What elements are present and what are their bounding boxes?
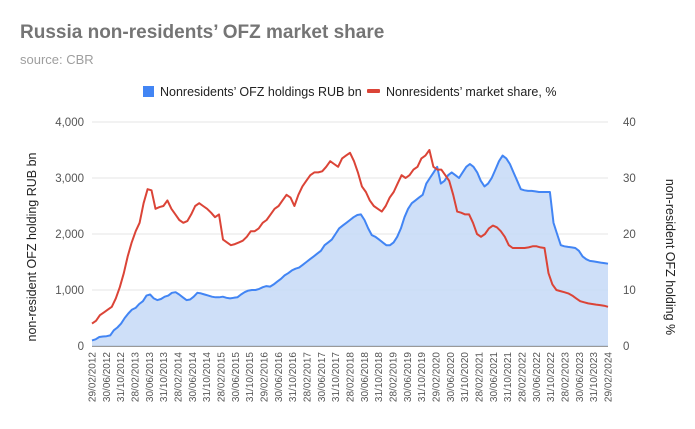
x-tick-label: 28/02/2021 (475, 352, 486, 402)
x-tick-label: 28/02/2014 (174, 352, 185, 402)
x-tick-label: 31/10/2021 (503, 352, 514, 402)
x-tick-label: 31/10/2022 (546, 352, 557, 402)
plot-area (91, 149, 609, 346)
x-tick-label: 30/06/2023 (575, 352, 586, 402)
right-tick-label: 0 (623, 341, 629, 353)
x-tick-label: 28/02/2017 (303, 352, 314, 402)
left-tick-label: 3,000 (55, 173, 84, 185)
x-tick-label: 28/02/2013 (131, 352, 142, 402)
right-axis-ticks: 0 10 20 30 40 (623, 117, 636, 353)
x-tick-label: 31/10/2018 (374, 352, 385, 402)
x-tick-label: 30/06/2020 (446, 352, 457, 402)
x-tick-label: 30/06/2016 (274, 352, 285, 402)
x-tick-label: 28/02/2022 (518, 352, 529, 402)
x-tick-label: 28/02/2019 (389, 352, 400, 402)
x-tick-label: 31/10/2017 (331, 352, 342, 402)
x-tick-label: 31/10/2016 (288, 352, 299, 402)
x-tick-label: 31/10/2015 (245, 352, 256, 402)
legend-swatch-holdings (143, 86, 154, 97)
legend-swatch-share (367, 89, 380, 93)
x-tick-label: 31/10/2023 (589, 352, 600, 402)
left-tick-label: 0 (78, 341, 84, 353)
left-axis-title: non-resident OFZ holding RUB bn (25, 152, 39, 341)
x-tick-label: 31/10/2014 (202, 352, 213, 402)
x-axis-ticks: 29/02/2012 30/06/2012 31/10/2012 28/02/2013… (88, 352, 615, 402)
x-tick-label: 29/02/2020 (432, 352, 443, 402)
legend-label-holdings: Nonresidents’ OFZ holdings RUB bn (160, 85, 362, 99)
left-tick-label: 4,000 (55, 117, 84, 129)
x-tick-label: 29/02/2024 (604, 352, 615, 402)
market-share-series-line (91, 149, 609, 325)
x-tick-label: 31/10/2019 (417, 352, 428, 402)
right-axis-title: non-resident OFZ holding % (663, 179, 677, 335)
x-tick-label: 30/06/2014 (188, 352, 199, 402)
left-tick-label: 2,000 (55, 229, 84, 241)
x-tick-label: 30/06/2022 (532, 352, 543, 402)
x-tick-label: 30/06/2012 (102, 352, 113, 402)
holdings-series-line (91, 154, 609, 342)
right-tick-label: 20 (623, 229, 636, 241)
x-tick-label: 30/06/2015 (231, 352, 242, 402)
left-tick-label: 1,000 (55, 285, 84, 297)
x-tick-label: 28/02/2023 (561, 352, 572, 402)
x-tick-label: 31/10/2020 (460, 352, 471, 402)
x-tick-label: 31/10/2012 (116, 352, 127, 402)
x-tick-label: 29/02/2016 (260, 352, 271, 402)
left-axis-ticks: 0 1,000 2,000 3,000 4,000 (55, 117, 84, 353)
holdings-area-fill (92, 155, 608, 346)
x-tick-label: 30/06/2021 (489, 352, 500, 402)
right-tick-label: 40 (623, 117, 636, 129)
x-tick-label: 28/02/2018 (346, 352, 357, 402)
right-tick-label: 10 (623, 285, 636, 297)
x-tick-label: 31/10/2013 (159, 352, 170, 402)
right-tick-label: 30 (623, 173, 636, 185)
x-tick-label: 29/02/2012 (88, 352, 99, 402)
x-tick-label: 30/06/2019 (403, 352, 414, 402)
x-tick-label: 30/06/2018 (360, 352, 371, 402)
legend: Nonresidents’ OFZ holdings RUB bn Nonres… (143, 85, 556, 99)
x-tick-label: 30/06/2017 (317, 352, 328, 402)
chart-subtitle: source: CBR (20, 52, 94, 67)
x-tick-label: 30/06/2013 (145, 352, 156, 402)
x-tick-label: 28/02/2015 (217, 352, 228, 402)
chart-title: Russia non-residents’ OFZ market share (20, 22, 385, 43)
legend-label-share: Nonresidents’ market share, % (386, 85, 556, 99)
